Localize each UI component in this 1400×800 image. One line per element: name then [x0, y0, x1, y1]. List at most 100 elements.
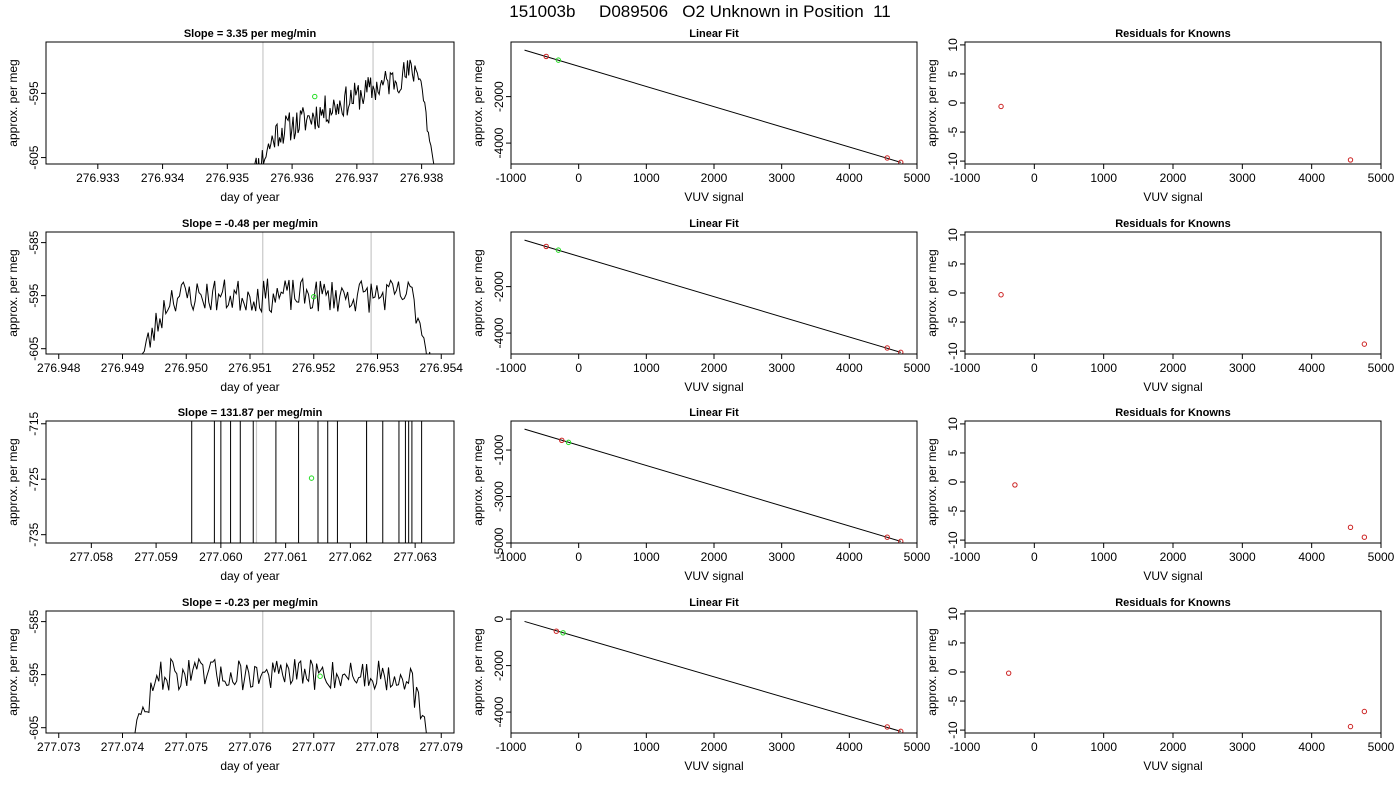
unknown-point: [317, 673, 323, 679]
panel-title: Residuals for Knowns: [1115, 28, 1231, 40]
y-tick-label: -5000: [492, 527, 506, 558]
data-line: [141, 277, 431, 354]
y-axis-label: approx. per meg: [925, 249, 939, 336]
x-tick-label: 0: [575, 550, 582, 564]
y-axis-label: approx. per meg: [925, 59, 939, 146]
x-tick-label: 276.933: [76, 171, 120, 185]
x-axis-label: day of year: [220, 569, 279, 583]
x-tick-label: 0: [1031, 361, 1038, 375]
y-axis-label: approx. per meg: [471, 249, 485, 336]
x-tick-label: 277.076: [228, 740, 272, 754]
x-tick-label: 277.073: [37, 740, 81, 754]
y-tick-label: 10: [946, 38, 960, 52]
x-tick-label: 1000: [633, 171, 660, 185]
y-tick-label: -2000: [492, 81, 506, 112]
y-tick-label: 10: [946, 417, 960, 431]
fit-line: [524, 620, 901, 732]
panel-title: Linear Fit: [689, 407, 739, 419]
y-tick-label: 0: [946, 99, 960, 106]
known-point: [898, 728, 904, 733]
x-tick-label: 5000: [904, 171, 931, 185]
x-tick-label: 277.078: [356, 740, 400, 754]
x-tick-label: 276.953: [356, 361, 400, 375]
x-tick-label: 0: [575, 171, 582, 185]
plot-frame: [510, 231, 918, 355]
plot-frame: [45, 41, 455, 165]
residual-point: [1361, 341, 1368, 347]
unknown-point: [560, 630, 566, 636]
residual-point: [998, 103, 1004, 110]
plot-area: [998, 103, 1354, 163]
fit-line: [524, 239, 901, 353]
x-tick-label: 2000: [701, 171, 728, 185]
known-point: [553, 628, 560, 634]
x-tick-label: 277.074: [101, 740, 145, 754]
fit-panel-row2: Linear Fit -1000 0 1000 2000 3000 4000 5000 -200…: [471, 218, 931, 394]
x-tick-label: 276.938: [400, 171, 444, 185]
x-axis-label: day of year: [220, 759, 279, 773]
x-tick-label: 276.952: [292, 361, 336, 375]
y-tick-label: -605: [27, 145, 41, 169]
plot-frame: [510, 420, 918, 544]
fit-panel-row4: Linear Fit -1000 0 1000 2000 3000 4000 5000 0 -20…: [471, 597, 931, 773]
x-axis-label: VUV signal: [684, 569, 743, 583]
plot-frame: [964, 41, 1382, 165]
y-tick-label: -2000: [492, 271, 506, 302]
x-tick-label: 1000: [1090, 550, 1117, 564]
known-point: [898, 159, 904, 164]
y-axis-label: approx. per meg: [925, 628, 939, 715]
plot-frame: [510, 610, 918, 734]
y-tick-label: -585: [27, 230, 41, 254]
plot-area: [524, 239, 904, 354]
y-tick-label: -3000: [492, 481, 506, 512]
plot-frame: [45, 610, 455, 734]
panel-title: Slope = 3.35 per meg/min: [184, 28, 317, 40]
x-tick-label: 0: [1031, 550, 1038, 564]
y-tick-label: -10: [946, 531, 960, 549]
x-axis-label: VUV signal: [1143, 569, 1202, 583]
residual-point: [1361, 708, 1368, 715]
y-tick-label: -2000: [492, 650, 506, 681]
y-tick-label: -715: [27, 411, 41, 435]
x-tick-label: 276.951: [228, 361, 272, 375]
x-tick-label: 1000: [1090, 361, 1117, 375]
x-tick-label: 3000: [768, 361, 795, 375]
known-point: [543, 53, 549, 60]
y-tick-label: 10: [946, 228, 960, 242]
residual-point: [1347, 157, 1354, 163]
plot-area: [254, 42, 435, 164]
y-tick-label: 0: [492, 615, 506, 622]
fit-panel-row3: Linear Fit -1000 0 1000 2000 3000 4000 5000 -100…: [471, 407, 931, 583]
x-tick-label: 277.062: [329, 550, 373, 564]
x-tick-label: 1000: [633, 361, 660, 375]
plot-frame: [45, 231, 455, 355]
x-tick-label: 3000: [768, 740, 795, 754]
x-tick-label: -1000: [496, 550, 527, 564]
x-tick-label: 1000: [1090, 740, 1117, 754]
y-tick-label: -5: [946, 126, 960, 137]
unknown-point: [308, 475, 315, 481]
x-axis-label: VUV signal: [684, 190, 743, 204]
residual-point: [998, 292, 1004, 298]
x-tick-label: 0: [575, 361, 582, 375]
y-tick-label: -10: [946, 152, 960, 170]
y-tick-label: -725: [27, 467, 41, 491]
y-tick-label: -10: [946, 342, 960, 360]
timeseries-panel-row4: Slope = -0.23 per meg/min 277.073 277.074 2…: [6, 597, 463, 773]
x-tick-label: 0: [1031, 171, 1038, 185]
panel-title: Residuals for Knowns: [1115, 218, 1231, 230]
x-tick-label: 276.949: [101, 361, 145, 375]
x-axis-label: VUV signal: [684, 380, 743, 394]
y-tick-label: -5: [946, 505, 960, 516]
x-axis-label: VUV signal: [684, 759, 743, 773]
x-tick-label: 3000: [1229, 361, 1256, 375]
x-tick-label: 5000: [904, 740, 931, 754]
x-tick-label: 3000: [1229, 550, 1256, 564]
x-tick-label: 4000: [1298, 550, 1325, 564]
unknown-point: [565, 439, 572, 446]
y-tick-label: -1000: [492, 434, 506, 465]
x-tick-label: -1000: [950, 171, 981, 185]
x-axis-label: VUV signal: [1143, 759, 1202, 773]
y-tick-label: -595: [27, 662, 41, 686]
